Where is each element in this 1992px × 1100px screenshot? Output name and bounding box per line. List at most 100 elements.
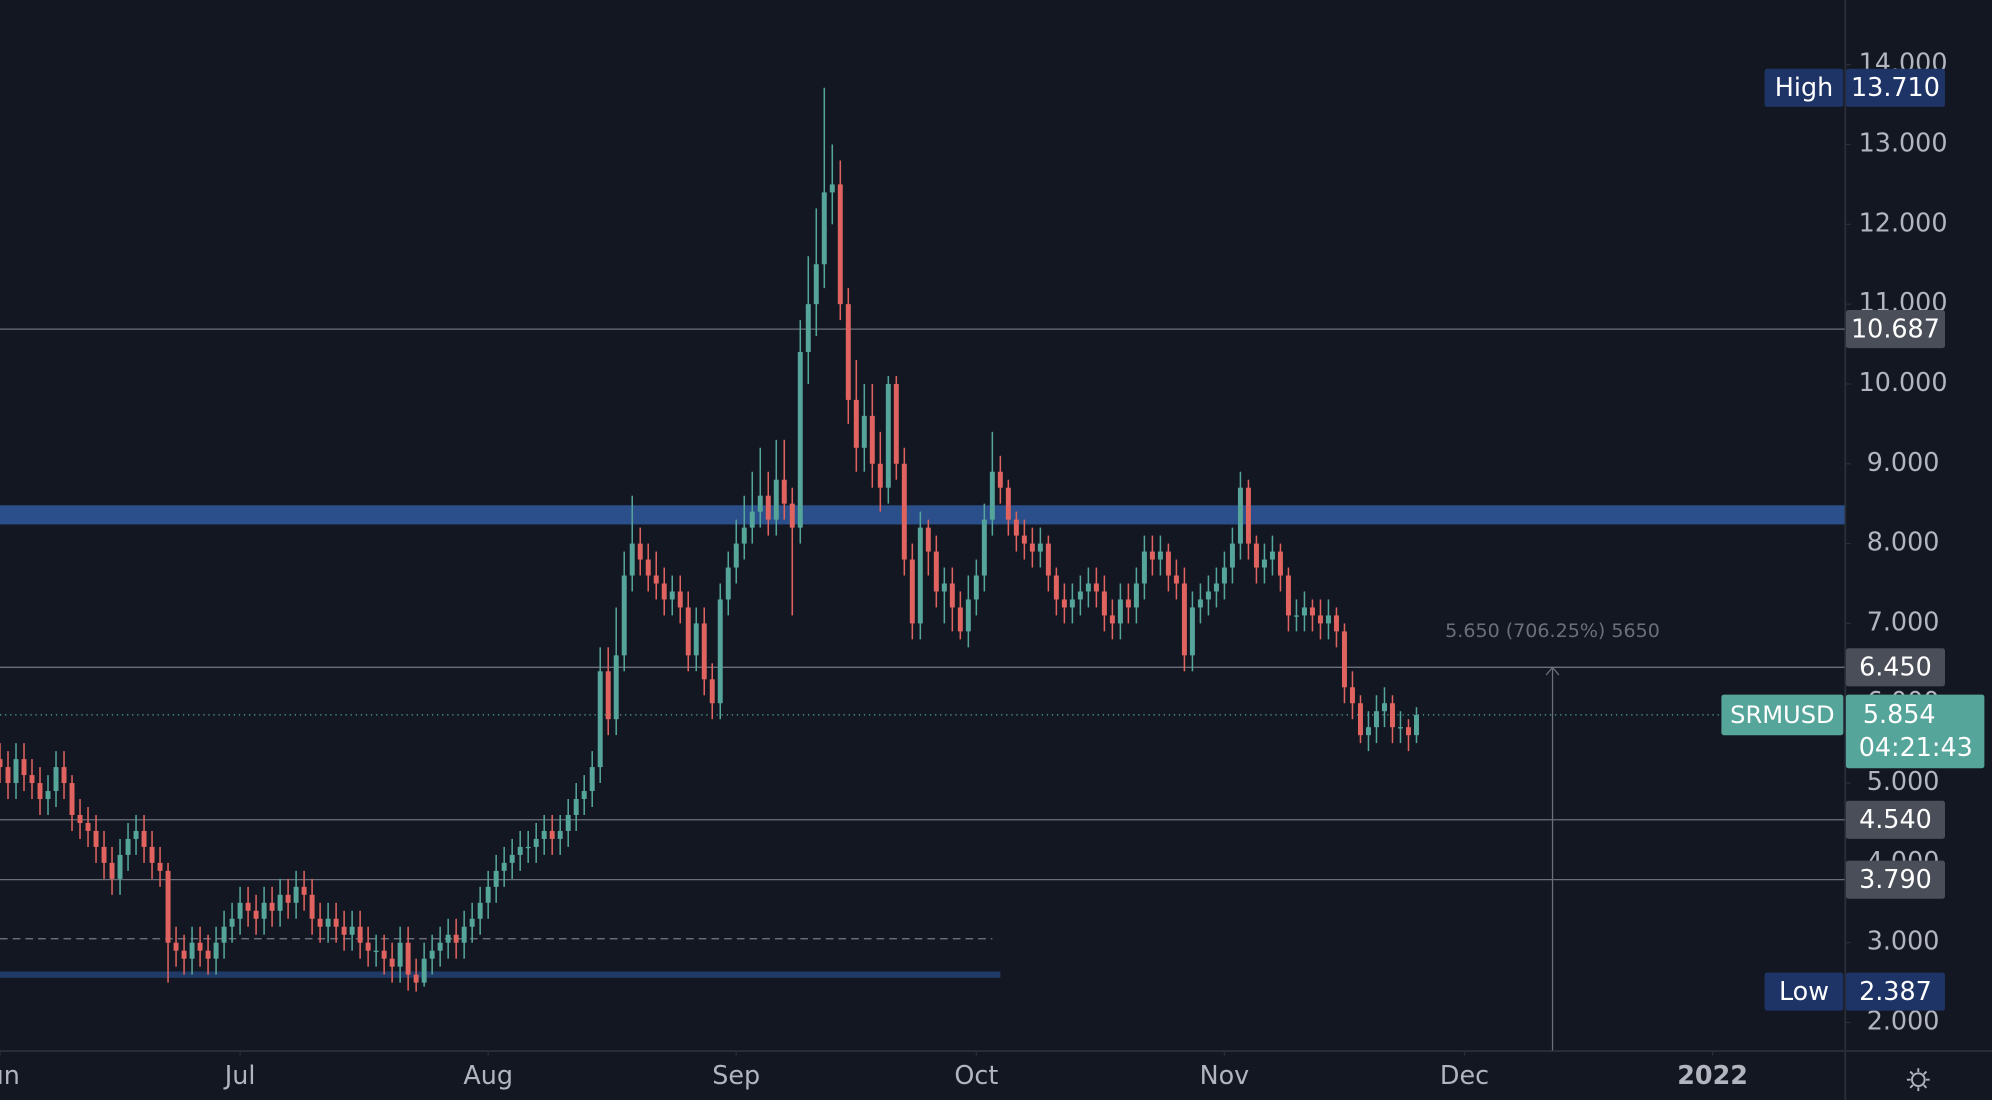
candle-body [909,559,915,624]
candle-body [1045,543,1051,576]
candle-body [541,830,547,839]
candle-body [1077,591,1083,600]
candle-body [29,775,35,784]
level-label: 4.540 [1859,804,1932,834]
candle-body [85,822,91,831]
candle-body [37,783,43,800]
candle-body [1277,551,1283,576]
candle-body [1261,559,1267,568]
candle-body [621,575,627,656]
candle-body [813,264,819,305]
candle-body [941,583,947,592]
candle-body [525,846,531,849]
candle-body [1365,727,1371,736]
candle-body [1029,543,1035,552]
candle-body [149,846,155,863]
level-label-box [1845,860,1945,899]
candle-body [109,862,115,879]
symbol-label: SRMUSD [1730,701,1834,729]
candle-body [709,679,715,704]
candle-body [173,942,179,951]
candle-body [1406,727,1411,736]
candle-body [957,607,963,632]
candle-body [1005,487,1011,520]
candle-body [685,607,691,656]
candle-body [261,902,267,919]
candle-body [325,918,331,927]
candle-body [1229,543,1235,568]
candle-body [1125,599,1131,608]
candle-body [1237,487,1243,544]
candle-body [1285,575,1291,616]
candle-body [1389,703,1395,728]
candle-body [445,934,451,943]
candle-body [349,926,355,935]
level-label-box [1845,648,1945,687]
settings-icon[interactable] [1906,1068,1930,1092]
candle-body [1301,607,1307,616]
candle-body [1373,711,1379,728]
candle-body [861,415,867,448]
candle-body [925,527,931,552]
candle-body [53,767,59,792]
candle-body [1397,727,1403,729]
candle-body [293,886,299,903]
candle-body [253,910,259,919]
candle-body [157,862,163,871]
candle-body [333,918,339,927]
candle-body [549,830,555,839]
candle-body [229,918,235,927]
level-label: 6.450 [1859,652,1932,682]
candle-body [1181,583,1187,656]
candle-body [165,870,171,943]
candle-body [357,926,363,943]
candle-body [917,527,923,624]
x-tick-label: Sep [712,1060,760,1090]
candle-body [501,862,507,871]
candle-body [1213,583,1219,592]
candle-body [853,399,859,448]
high-marker-name: High [1775,72,1833,102]
candle-body [1109,615,1115,624]
high-marker-value-box [1845,68,1945,107]
candle-body [1381,703,1387,712]
x-tick-label: Oct [954,1060,998,1090]
candle-body [1069,599,1075,608]
level-label-box [1845,800,1945,839]
y-tick-label: 7.000 [1867,606,1940,636]
candle-body [221,926,227,943]
candle-body [829,184,835,193]
candle-body [733,543,739,568]
candle-body [237,902,243,919]
candle-body [821,192,827,265]
candle-body [1341,631,1347,688]
candle-body [1293,615,1299,617]
y-tick-label: 12.000 [1859,207,1948,237]
plot-area: 5.650 (706.25%) 5650 [0,87,1845,1051]
candle-body [1085,583,1091,592]
candle-body [1245,487,1251,544]
candle-body [965,599,971,632]
candle-body [1101,591,1107,616]
candle-body [421,958,427,983]
candle-body [1269,551,1275,560]
low-marker-value: 2.387 [1859,976,1932,1006]
candle-body [789,503,795,528]
candle-body [1349,687,1355,704]
y-tick-label: 3.000 [1867,926,1940,956]
x-tick-label: Jun [0,1060,20,1090]
candle-body [973,575,979,600]
candle-body [493,870,499,887]
candle-body [717,599,723,704]
candle-body [213,942,219,959]
candle-body [397,942,403,967]
candle-body [0,759,3,768]
low-marker-value-box [1845,972,1945,1011]
candle-body [797,352,803,528]
candle-body [565,814,571,831]
candle-body [781,479,787,504]
high-marker-value: 13.710 [1851,72,1940,102]
candle-body [893,383,899,464]
